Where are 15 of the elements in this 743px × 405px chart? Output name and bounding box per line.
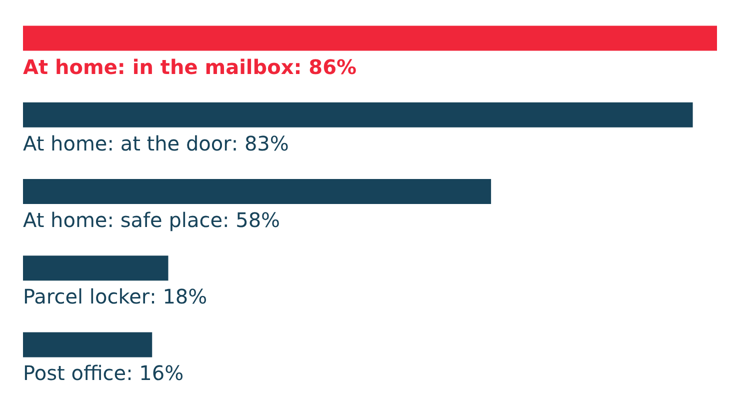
bar: [23, 256, 168, 281]
y-tick-label: Post office: [23, 361, 126, 386]
bar: [23, 26, 717, 51]
data-label: : 86%: [294, 54, 357, 79]
y-tick-label: Parcel locker: [23, 284, 150, 309]
data-label: : 16%: [126, 361, 184, 386]
y-tick-label: At home: at the door: [23, 131, 232, 156]
data-label: : 83%: [231, 131, 289, 156]
data-label: : 18%: [150, 284, 208, 309]
bar: [23, 179, 492, 204]
y-tick-label: At home: in the mailbox: [23, 54, 294, 79]
bar: [23, 332, 152, 358]
data-label: : 58%: [222, 208, 280, 232]
y-tick-label: At home: safe place: [23, 208, 223, 232]
bar: [23, 102, 693, 128]
